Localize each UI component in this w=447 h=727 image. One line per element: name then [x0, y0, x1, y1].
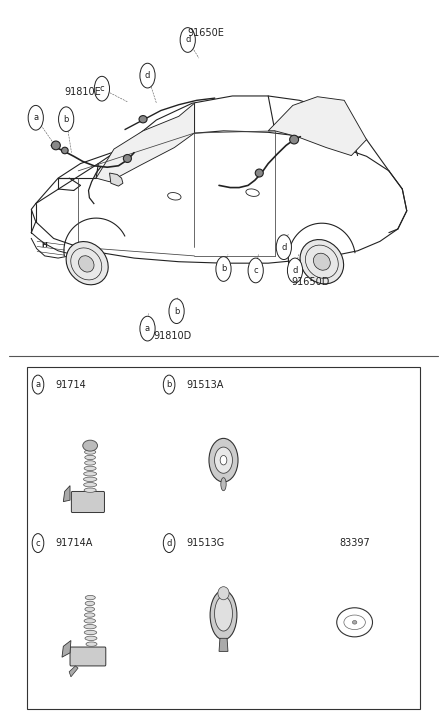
- Ellipse shape: [84, 619, 96, 623]
- Text: a: a: [33, 113, 38, 122]
- Circle shape: [28, 105, 43, 130]
- Bar: [27, 367, 420, 709]
- Ellipse shape: [84, 624, 96, 629]
- Text: d: d: [292, 266, 298, 275]
- Circle shape: [287, 258, 303, 283]
- Ellipse shape: [66, 241, 108, 285]
- Ellipse shape: [344, 615, 365, 630]
- Text: 91650D: 91650D: [291, 277, 330, 287]
- Ellipse shape: [123, 154, 131, 163]
- Ellipse shape: [84, 450, 96, 454]
- Ellipse shape: [85, 636, 97, 640]
- Ellipse shape: [51, 141, 60, 150]
- Text: a: a: [35, 380, 41, 389]
- Ellipse shape: [300, 240, 344, 284]
- Text: d: d: [145, 71, 150, 80]
- Ellipse shape: [209, 438, 238, 482]
- Circle shape: [163, 534, 175, 553]
- Polygon shape: [63, 486, 70, 502]
- Ellipse shape: [84, 483, 97, 487]
- Text: b: b: [63, 115, 69, 124]
- Ellipse shape: [61, 147, 68, 153]
- Text: 83397: 83397: [339, 538, 370, 548]
- Ellipse shape: [337, 608, 372, 637]
- Text: 91714A: 91714A: [55, 538, 93, 548]
- Ellipse shape: [210, 590, 237, 640]
- Circle shape: [276, 235, 291, 260]
- Polygon shape: [96, 103, 194, 182]
- Ellipse shape: [85, 595, 95, 600]
- Ellipse shape: [352, 620, 357, 624]
- Polygon shape: [219, 638, 228, 651]
- Text: d: d: [281, 243, 287, 252]
- Text: 91810E: 91810E: [64, 87, 101, 97]
- Circle shape: [180, 28, 195, 52]
- Circle shape: [140, 63, 155, 88]
- Ellipse shape: [84, 477, 97, 481]
- Ellipse shape: [84, 461, 96, 465]
- Ellipse shape: [220, 455, 227, 465]
- Text: 91810D: 91810D: [153, 331, 191, 341]
- Ellipse shape: [84, 466, 96, 470]
- Circle shape: [216, 257, 231, 281]
- Text: 91714: 91714: [55, 379, 86, 390]
- Ellipse shape: [221, 478, 226, 491]
- Text: c: c: [253, 266, 258, 275]
- Text: c: c: [100, 84, 104, 93]
- FancyBboxPatch shape: [72, 491, 105, 513]
- Ellipse shape: [215, 596, 232, 631]
- Text: H: H: [41, 242, 46, 248]
- Circle shape: [59, 107, 74, 132]
- Ellipse shape: [79, 256, 94, 272]
- Circle shape: [32, 375, 44, 394]
- Ellipse shape: [86, 642, 97, 646]
- Ellipse shape: [255, 169, 263, 177]
- Ellipse shape: [84, 472, 97, 476]
- Ellipse shape: [84, 613, 95, 617]
- Text: a: a: [145, 324, 150, 333]
- Ellipse shape: [84, 630, 97, 635]
- Text: c: c: [36, 539, 40, 547]
- Ellipse shape: [313, 253, 330, 270]
- Ellipse shape: [139, 116, 147, 123]
- Circle shape: [140, 316, 155, 341]
- Ellipse shape: [85, 455, 96, 459]
- Ellipse shape: [218, 587, 229, 600]
- Polygon shape: [62, 640, 71, 657]
- FancyBboxPatch shape: [70, 647, 106, 666]
- Circle shape: [169, 299, 184, 324]
- Ellipse shape: [83, 441, 97, 451]
- Ellipse shape: [85, 607, 95, 611]
- Polygon shape: [69, 666, 78, 677]
- Circle shape: [94, 76, 110, 101]
- Text: b: b: [174, 307, 179, 316]
- Text: b: b: [221, 265, 226, 273]
- Text: d: d: [166, 539, 172, 547]
- Text: 91513A: 91513A: [186, 379, 224, 390]
- Polygon shape: [110, 173, 123, 186]
- Text: 91513G: 91513G: [186, 538, 224, 548]
- Circle shape: [163, 375, 175, 394]
- Text: b: b: [166, 380, 172, 389]
- Text: d: d: [185, 36, 190, 44]
- Ellipse shape: [84, 488, 96, 492]
- Circle shape: [248, 258, 263, 283]
- Polygon shape: [268, 97, 367, 156]
- Ellipse shape: [85, 601, 95, 606]
- Ellipse shape: [290, 135, 299, 144]
- Text: 91650E: 91650E: [187, 28, 224, 38]
- Ellipse shape: [215, 447, 232, 473]
- Circle shape: [32, 534, 44, 553]
